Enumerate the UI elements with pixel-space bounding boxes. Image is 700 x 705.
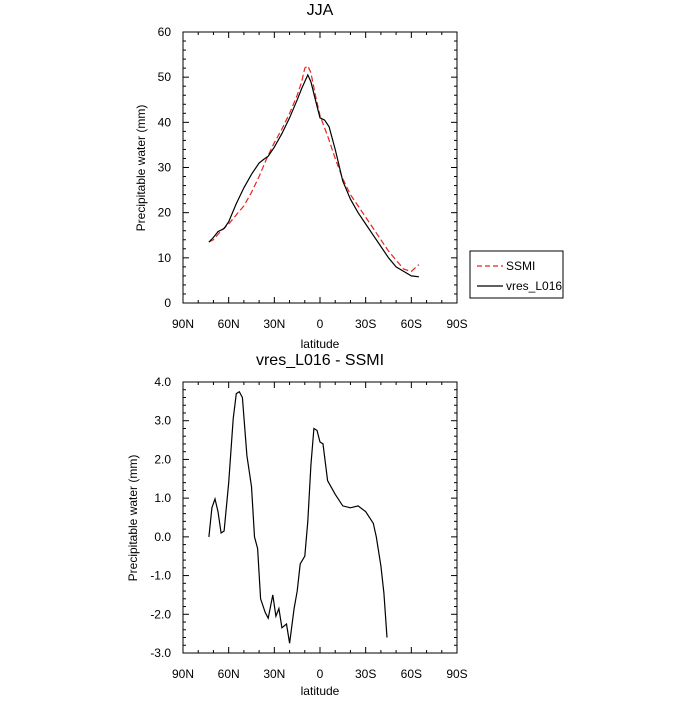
legend-label-vres-l016: vres_L016 — [506, 279, 562, 293]
top-series-lines — [208, 64, 420, 278]
top-x-tick-label: 30N — [263, 317, 285, 331]
top-panel: JJA Precipitable water (mm) latitude 90N… — [134, 2, 564, 351]
top-x-tick-label: 30S — [355, 317, 376, 331]
bottom-y-axis-label: Precipitable water (mm) — [126, 455, 140, 582]
bottom-y-tick-label: 1.0 — [154, 491, 171, 505]
bottom-y-tick-label: 4.0 — [154, 375, 171, 389]
top-x-tick-label: 0 — [317, 317, 324, 331]
bottom-series-lines — [208, 390, 388, 644]
top-x-tick-label: 90N — [172, 317, 194, 331]
legend-box — [469, 250, 564, 299]
top-y-tick-label: 20 — [158, 206, 172, 220]
bottom-panel: vres_L016 - SSMI Precipitable water (mm)… — [126, 352, 468, 698]
top-series-line-ssmi — [208, 64, 420, 273]
bottom-y-tick-label: 3.0 — [154, 414, 171, 428]
top-chart-title: JJA — [307, 2, 334, 19]
legend-label-ssmi: SSMI — [506, 259, 535, 273]
top-y-tick-label: 60 — [158, 25, 172, 39]
top-y-axis-label: Precipitable water (mm) — [134, 105, 148, 232]
top-plot-frame — [182, 31, 458, 304]
top-x-tick-label: 60S — [401, 317, 422, 331]
bottom-x-tick-label: 90S — [446, 667, 467, 681]
bottom-axes: 90N 60N 30N 0 30S 60S 90S 4.0 3.0 2.0 1.0 0.0 -1.0 -2… — [150, 375, 467, 681]
bottom-x-axis-label: latitude — [301, 684, 340, 698]
top-y-tick-label: 30 — [158, 161, 172, 175]
top-x-tick-label: 90S — [446, 317, 467, 331]
bottom-chart-title: vres_L016 - SSMI — [256, 352, 384, 369]
top-y-tick-label: 0 — [164, 296, 171, 310]
bottom-y-tick-label: 2.0 — [154, 452, 171, 466]
bottom-y-tick-label: -2.0 — [150, 607, 171, 621]
bottom-y-tick-label: -1.0 — [150, 569, 171, 583]
legend: SSMI vres_L016 — [469, 250, 564, 299]
bottom-series-line-0 — [208, 390, 388, 644]
bottom-x-tick-label: 90N — [172, 667, 194, 681]
top-y-tick-label: 40 — [158, 115, 172, 129]
bottom-x-tick-label: 30N — [263, 667, 285, 681]
top-x-tick-label: 60N — [218, 317, 240, 331]
top-y-tick-label: 10 — [158, 251, 172, 265]
bottom-y-tick-label: -3.0 — [150, 646, 171, 660]
bottom-x-tick-label: 60S — [401, 667, 422, 681]
bottom-plot-frame — [182, 381, 458, 654]
top-axes: 90N 60N 30N 0 30S 60S 90S 0 10 20 30 40 50 60 — [158, 25, 468, 331]
top-x-axis-label: latitude — [301, 337, 340, 351]
top-series-line-vres-l016 — [208, 73, 419, 278]
bottom-y-tick-label: 0.0 — [154, 530, 171, 544]
bottom-x-tick-label: 30S — [355, 667, 376, 681]
top-y-tick-label: 50 — [158, 70, 172, 84]
bottom-x-tick-label: 0 — [317, 667, 324, 681]
bottom-x-tick-label: 60N — [218, 667, 240, 681]
